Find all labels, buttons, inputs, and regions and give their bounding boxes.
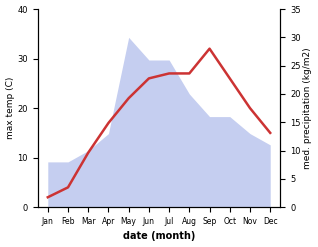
X-axis label: date (month): date (month) [123, 231, 195, 242]
Y-axis label: med. precipitation (kg/m2): med. precipitation (kg/m2) [303, 47, 313, 169]
Y-axis label: max temp (C): max temp (C) [5, 77, 15, 139]
